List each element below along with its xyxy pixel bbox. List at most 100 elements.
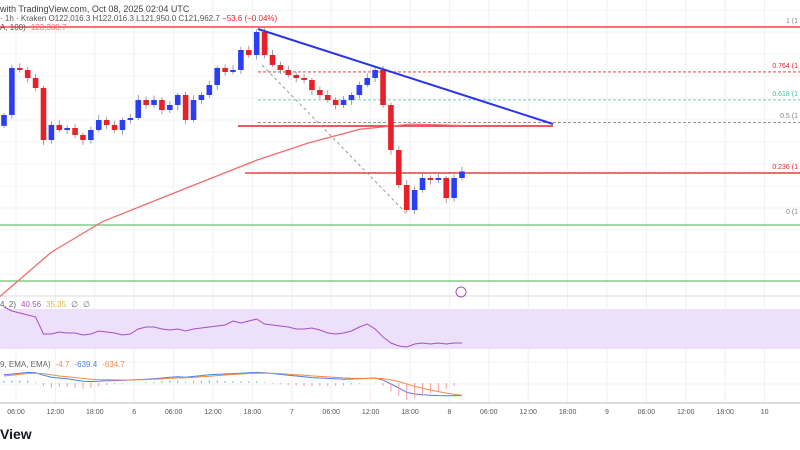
legend-open: O122,016.3 <box>48 14 91 23</box>
replay-icon[interactable] <box>455 286 467 298</box>
macd-label: 9, EMA, EMA) <box>0 360 51 369</box>
x-axis-label: 10 <box>760 409 769 416</box>
rsi-value: 40.56 <box>21 300 42 309</box>
candle-up <box>88 130 94 140</box>
x-axis-label: 9 <box>605 409 609 416</box>
candle-down <box>16 67 23 70</box>
candle-up <box>9 67 15 115</box>
candle-up <box>1 114 7 126</box>
candle-down <box>277 64 284 70</box>
candle-down <box>32 77 39 88</box>
candle-down <box>309 80 315 90</box>
candle-up <box>135 100 142 118</box>
candle-up <box>253 31 260 55</box>
candle-up <box>64 127 70 130</box>
candle-up <box>348 94 355 100</box>
x-axis-label: 18:00 <box>243 409 262 416</box>
candle-down <box>380 70 386 105</box>
candle-down <box>427 177 434 180</box>
macd-legend: 9, EMA, EMA) -4.7 -639.4 -634.7 <box>0 360 125 369</box>
fib-retracement[interactable] <box>258 71 800 174</box>
bearish-trend-line[interactable] <box>257 28 554 125</box>
ma100-line <box>0 123 464 297</box>
candle-up <box>48 124 55 140</box>
x-axis-label: 06:00 <box>7 409 25 416</box>
candle-down <box>261 31 268 55</box>
candle-down <box>24 70 31 78</box>
candle-up <box>230 70 236 72</box>
signal-line <box>3 372 463 396</box>
candle-up <box>198 94 205 100</box>
x-axis-label: 6 <box>132 409 137 416</box>
candle-down <box>285 70 292 75</box>
x-axis-label: 12:00 <box>46 409 65 416</box>
legend-change: −53.6 (−0.04%) <box>222 14 278 23</box>
ohlc-legend: · 1h · Kraken O122,016.3 H122,016.3 L121… <box>0 14 277 23</box>
legend-high: H122,016.3 <box>92 14 134 23</box>
x-axis-label: 18:00 <box>401 409 419 416</box>
candle-up <box>127 117 134 120</box>
x-axis-label: 12:00 <box>204 409 222 416</box>
candle-down <box>443 177 450 198</box>
macd-line <box>3 371 463 397</box>
candles <box>1 28 465 214</box>
candle-up <box>190 100 197 120</box>
legend-close: C121,962.7 <box>178 14 220 23</box>
x-axis-label: 06:00 <box>480 409 498 416</box>
fib-level-label: 1 (1 <box>785 17 798 25</box>
macd-value: -639.4 <box>74 360 98 369</box>
candle-down <box>159 100 165 110</box>
macd-histogram <box>3 380 463 400</box>
rsi-line <box>3 306 462 348</box>
candle-up <box>95 120 102 130</box>
candle-down <box>56 124 63 130</box>
x-axis-label: 8 <box>447 409 452 416</box>
candle-up <box>167 104 173 110</box>
x-axis-label: 18:00 <box>558 409 577 416</box>
fib-level-label: 0 (1 <box>785 208 798 216</box>
candle-down <box>40 87 47 140</box>
fib-level-label: 0.236 (1 <box>772 163 798 171</box>
rsi-legend: 4, 2) 40.56 35.35 ∅ ∅ <box>0 300 90 309</box>
rsi-extra-2: ∅ <box>83 300 91 309</box>
candle-up <box>119 120 126 130</box>
fib-diagonal <box>261 64 409 216</box>
candle-up <box>214 67 221 85</box>
candle-up <box>459 171 465 178</box>
x-axis-label: 7 <box>289 409 294 416</box>
candle-up <box>372 70 378 78</box>
candle-down <box>80 134 86 140</box>
candle-up <box>340 100 347 105</box>
candle-down <box>301 77 307 80</box>
candle-down <box>72 127 78 135</box>
candle-up <box>356 84 363 95</box>
candle-up <box>411 190 418 210</box>
candle-down <box>403 184 410 210</box>
ma-label: A, 100) <box>0 23 26 32</box>
candle-up <box>419 177 426 190</box>
x-axis-label: 12:00 <box>519 409 537 416</box>
candle-down <box>143 100 149 105</box>
candle-down <box>388 104 394 150</box>
macd-signal-value: -634.7 <box>102 360 125 369</box>
chart-header: with TradingView.com, Oct 08, 2025 02:04… <box>0 4 190 14</box>
candle-down <box>111 124 118 130</box>
candle-up <box>364 77 371 85</box>
candle-down <box>396 150 402 185</box>
rsi-band <box>0 309 800 349</box>
x-axis-label: 18:00 <box>86 409 104 416</box>
candle-down <box>245 50 252 55</box>
candle-down <box>269 54 276 65</box>
legend-low: L121,950.0 <box>136 14 177 23</box>
fib-level-label: 0.764 (1 <box>772 62 798 70</box>
candle-up <box>151 100 157 105</box>
candle-down <box>103 120 110 125</box>
rsi-label: 4, 2) <box>0 300 17 309</box>
x-axis-label: 12:00 <box>361 409 380 416</box>
x-axis-label: 12:00 <box>677 409 695 416</box>
ma-legend: A, 100) 123,308.7 <box>0 23 66 32</box>
fib-level-label: 0.618 (1 <box>772 90 798 98</box>
legend-symbol: · 1h · Kraken <box>0 14 47 23</box>
x-axis-label: 06:00 <box>164 409 183 416</box>
